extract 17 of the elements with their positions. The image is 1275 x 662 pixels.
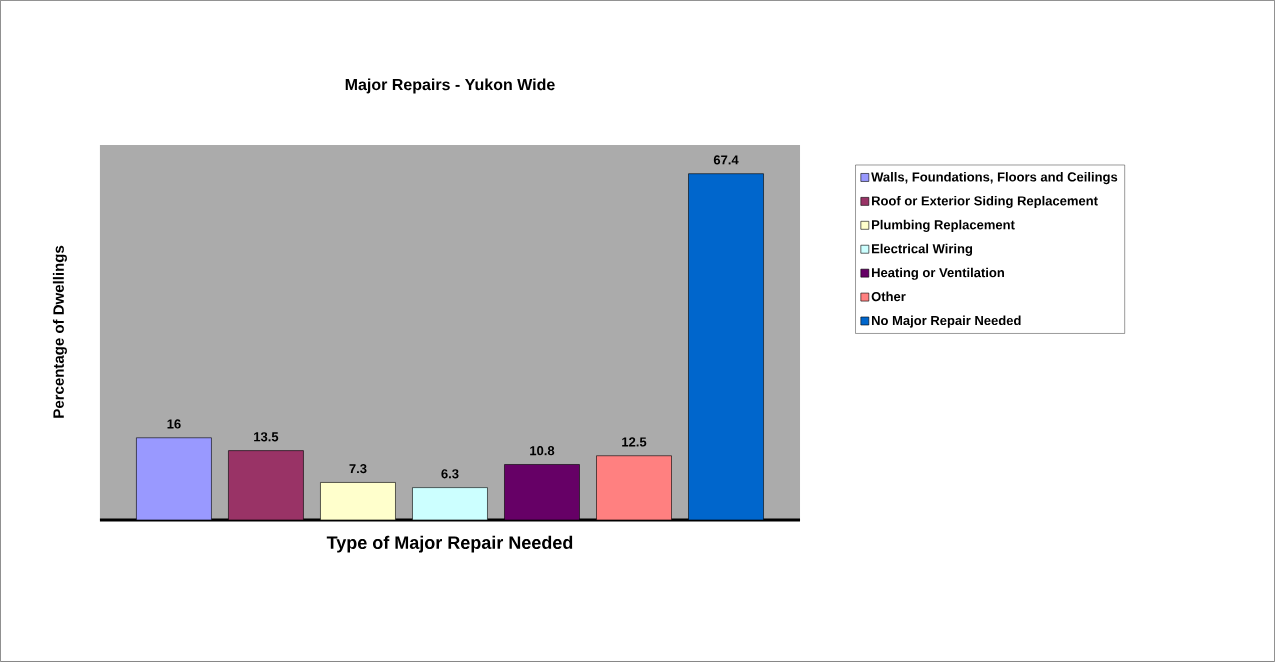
- data-label: 67.4: [713, 155, 739, 165]
- legend-label: Plumbing Replacement: [872, 219, 1015, 233]
- data-label: 7.3: [349, 464, 367, 474]
- legend-label: Walls, Foundations, Floors and Ceilings: [871, 172, 1118, 185]
- legend-label: No Major Repair Needed: [872, 315, 1021, 328]
- legend-label: Electrical Wiring: [872, 243, 973, 256]
- x-axis-title: Type of Major Repair Needed: [326, 535, 573, 553]
- data-label: 10.8: [530, 446, 555, 456]
- chart-title: Major Repairs - Yukon Wide: [345, 78, 555, 94]
- legend-label: Other: [871, 291, 906, 302]
- legend-label: Heating or Ventilation: [872, 267, 1004, 280]
- data-label: 16: [167, 419, 181, 429]
- legend-label: Roof or Exterior Siding Replacement: [872, 195, 1098, 209]
- data-label: 12.5: [622, 437, 647, 447]
- data-label: 6.3: [441, 469, 459, 479]
- data-label: 13.5: [254, 432, 279, 442]
- y-axis-title: Percentage of Dwellings: [52, 245, 67, 418]
